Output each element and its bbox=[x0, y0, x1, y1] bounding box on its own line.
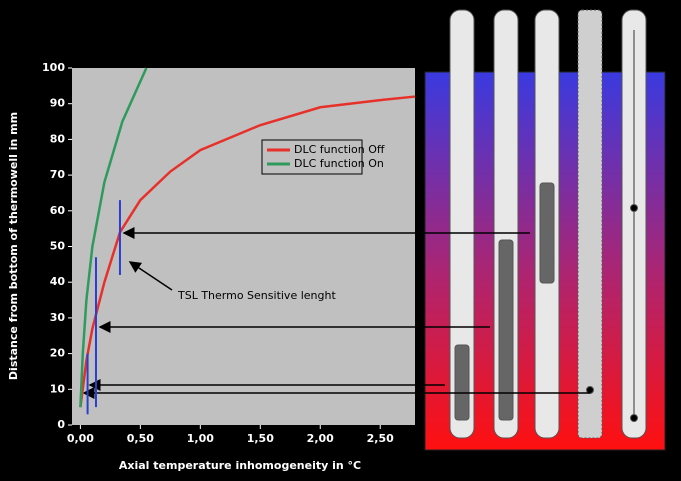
x-tick-label: 2,50 bbox=[367, 432, 394, 445]
y-tick-label: 60 bbox=[50, 204, 66, 217]
y-tick-label: 70 bbox=[50, 168, 66, 181]
legend-label: DLC function Off bbox=[294, 143, 385, 156]
x-axis-label: Axial temperature inhomogeneity in °C bbox=[119, 459, 361, 472]
chart: TSL Thermo Sensitive lenght Axial temper… bbox=[0, 0, 681, 477]
y-tick-label: 80 bbox=[50, 132, 66, 145]
x-tick-label: 0,00 bbox=[67, 432, 94, 445]
y-tick-label: 30 bbox=[50, 311, 66, 324]
page: {"chart_data": {"type": "line", "x_label… bbox=[0, 0, 681, 481]
y-tick-label: 10 bbox=[50, 382, 66, 395]
annotation: TSL Thermo Sensitive lenght bbox=[177, 289, 336, 302]
x-tick-label: 1,50 bbox=[247, 432, 274, 445]
y-tick-label: 0 bbox=[57, 418, 65, 431]
x-tick-label: 0,50 bbox=[127, 432, 154, 445]
x-tick-label: 2,00 bbox=[307, 432, 334, 445]
y-axis-label: Distance from bottom of thermowell in mm bbox=[7, 112, 20, 380]
y-tick-label: 100 bbox=[42, 61, 65, 74]
y-tick-label: 50 bbox=[50, 240, 66, 253]
x-tick-label: 1,00 bbox=[187, 432, 214, 445]
y-tick-label: 90 bbox=[50, 97, 66, 110]
y-tick-label: 40 bbox=[50, 275, 66, 288]
y-tick-label: 20 bbox=[50, 347, 66, 360]
legend-label: DLC function On bbox=[294, 157, 384, 170]
